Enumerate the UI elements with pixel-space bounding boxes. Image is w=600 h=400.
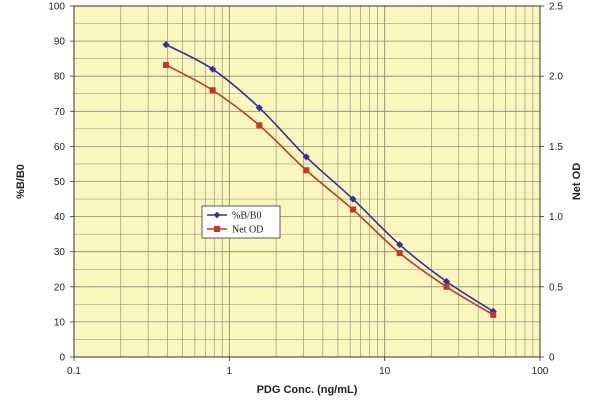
legend-marker-b-b0 (213, 211, 221, 219)
y-left-tick-label: 0 (59, 353, 65, 364)
y-left-tick-label: 80 (54, 72, 66, 83)
legend-label-b-b0: %B/B0 (232, 211, 261, 222)
y-left-tick-label: 20 (54, 282, 66, 293)
series (162, 41, 497, 318)
y-left-tick-label: 90 (54, 37, 66, 48)
data-point-b-b0 (302, 153, 310, 161)
y-right-tick-label: 1.5 (549, 142, 563, 153)
y-axis-right-title: Net OD (571, 163, 583, 200)
data-point-b-b0 (162, 41, 170, 49)
y-left-tick-label: 100 (48, 2, 65, 13)
data-point-b-b0 (209, 65, 217, 73)
x-tick-label: 100 (532, 366, 549, 377)
y-right-tick-label: 2.5 (549, 2, 563, 13)
series-line-net-od (165, 64, 494, 316)
axis-ticks: 010203040506070809010000.51.01.52.02.50.… (48, 2, 563, 378)
y-right-tick-label: 0.5 (549, 282, 563, 293)
y-right-tick-label: 0 (549, 353, 555, 364)
data-point-net-od (443, 283, 450, 290)
legend: %B/B0 Net OD (201, 205, 281, 239)
series-line-b-b0 (165, 43, 494, 313)
data-point-net-od (162, 61, 169, 68)
legend-marker-net-od (214, 226, 220, 232)
y-right-tick-label: 1.0 (549, 212, 563, 223)
y-axis-left-title: %B/B0 (15, 164, 27, 199)
y-left-tick-label: 40 (54, 212, 66, 223)
data-point-b-b0 (255, 104, 263, 112)
data-point-net-od (396, 250, 403, 257)
data-point-b-b0 (396, 241, 404, 249)
data-point-net-od (490, 311, 497, 318)
y-right-tick-label: 2.0 (549, 72, 563, 83)
x-tick-label: 10 (379, 366, 391, 377)
legend-label-net-od: Net OD (232, 225, 263, 236)
y-left-tick-label: 60 (54, 142, 66, 153)
legend-box (201, 205, 281, 239)
y-left-tick-label: 10 (54, 317, 66, 328)
grid (74, 6, 540, 357)
x-tick-label: 1 (227, 366, 233, 377)
y-left-tick-label: 70 (54, 107, 66, 118)
y-left-tick-label: 50 (54, 177, 66, 188)
data-point-net-od (256, 122, 263, 129)
y-left-tick-label: 30 (54, 247, 66, 258)
data-point-net-od (349, 206, 356, 213)
data-point-b-b0 (442, 277, 451, 286)
data-point-net-od (303, 167, 310, 174)
data-point-net-od (209, 87, 216, 94)
x-axis-title: PDG Conc. (ng/mL) (257, 384, 358, 396)
x-tick-label: 0.1 (67, 366, 81, 377)
data-point-b-b0 (349, 195, 357, 203)
